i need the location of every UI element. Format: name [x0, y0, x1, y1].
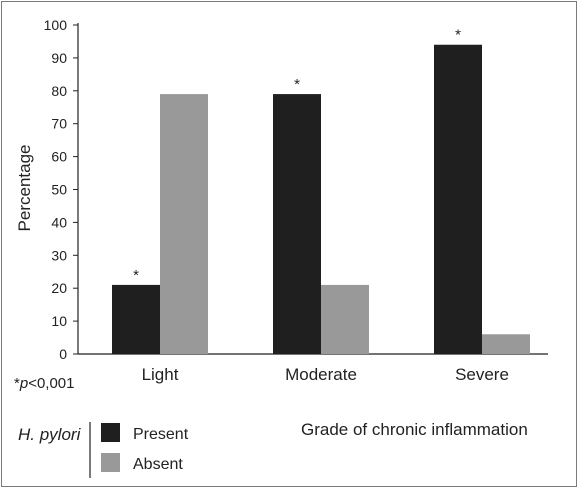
significance-mark: *	[294, 76, 300, 93]
bar-absent-moderate	[321, 284, 369, 354]
y-tick-label: 70	[51, 116, 67, 132]
x-axis-title: Grade of chronic inflammation	[301, 420, 528, 439]
y-axis-title: Percentage	[15, 145, 34, 232]
legend-label-present: Present	[133, 426, 189, 443]
y-tick-label: 100	[44, 17, 68, 33]
legend-swatch-absent	[101, 453, 120, 472]
y-tick-label: 90	[51, 50, 67, 66]
bar-present-moderate	[273, 94, 321, 354]
y-tick-label: 40	[51, 214, 67, 230]
footnote-threshold: <0,001	[28, 375, 74, 392]
category-label-severe: Severe	[455, 365, 509, 384]
legend-label-absent: Absent	[133, 456, 183, 473]
significance-mark: *	[455, 27, 461, 44]
bar-present-light	[112, 284, 160, 354]
y-tick-label: 0	[59, 346, 67, 362]
legend-title: H. pylori	[18, 425, 82, 444]
y-tick-label: 30	[51, 247, 67, 263]
bar-present-severe	[434, 44, 482, 355]
footnote-prefix: *	[14, 375, 20, 392]
y-tick-label: 20	[51, 280, 67, 296]
footnote: *p<0,001	[14, 375, 74, 392]
legend: Present Absent	[101, 423, 189, 473]
footnote-p: p	[19, 375, 28, 392]
category-labels: Light Moderate Severe	[142, 365, 509, 384]
category-label-moderate: Moderate	[285, 365, 357, 384]
y-tick-label: 80	[51, 83, 67, 99]
bars: * * *	[112, 27, 530, 355]
y-axis: 0 10 20 30 40 50 60 70 80 90 100	[44, 17, 79, 362]
bar-absent-light	[160, 94, 208, 354]
y-tick-label: 50	[51, 182, 67, 198]
significance-mark: *	[133, 267, 139, 284]
category-label-light: Light	[142, 365, 179, 384]
legend-swatch-present	[101, 423, 120, 442]
bar-absent-severe	[482, 334, 530, 354]
y-tick-label: 10	[51, 313, 67, 329]
y-tick-label: 60	[51, 149, 67, 165]
